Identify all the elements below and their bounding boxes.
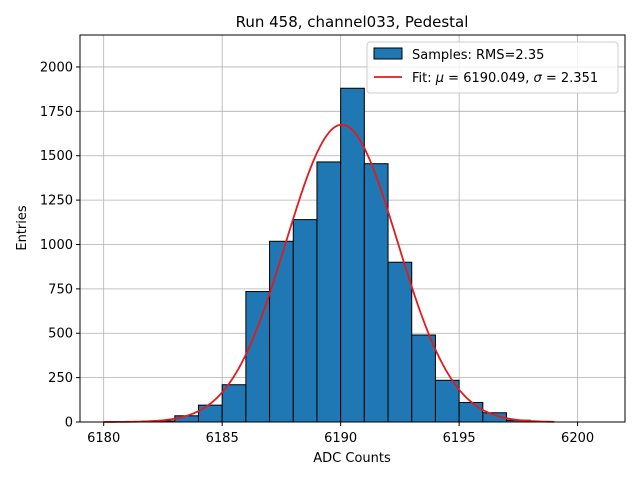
y-tick-label-2: 500 <box>48 327 73 342</box>
legend-patch-samples <box>373 47 403 60</box>
histogram-bar-15 <box>458 401 484 423</box>
y-tick-label-8: 2000 <box>40 60 73 75</box>
y-axis-label: Entries <box>15 205 30 251</box>
legend: Samples: RMS=2.35 Fit: μ = 6190.049, σ =… <box>366 41 619 94</box>
x-axis-label: ADC Counts <box>313 451 391 466</box>
y-tick-label-6: 1500 <box>40 149 73 164</box>
y-tick-label-1: 250 <box>48 371 73 386</box>
histogram-bars <box>150 87 555 423</box>
y-tick-label-0: 0 <box>65 416 73 431</box>
legend-fit-sigma-symbol: σ <box>534 71 543 86</box>
x-tick-label-0: 6180 <box>87 431 120 446</box>
legend-fit-mu-symbol: μ <box>435 71 444 86</box>
legend-fit-sigma-value: = 2.351 <box>542 71 598 86</box>
x-axis-ticks: 6180 6185 6190 6195 6200 <box>87 422 594 446</box>
x-tick-label-3: 6195 <box>443 431 476 446</box>
legend-frame <box>366 41 619 94</box>
histogram-bar-6 <box>245 291 271 423</box>
x-tick-label-2: 6190 <box>324 431 357 446</box>
y-tick-label-5: 1250 <box>40 194 73 209</box>
y-tick-label-4: 1000 <box>40 238 73 253</box>
histogram-bar-8 <box>292 219 318 423</box>
x-tick-label-4: 6200 <box>561 431 594 446</box>
legend-fit-prefix: Fit: <box>412 71 436 86</box>
histogram-bar-13 <box>411 334 436 423</box>
chart-title: Run 458, channel033, Pedestal <box>236 13 469 31</box>
x-tick-label-1: 6185 <box>206 431 239 446</box>
histogram-bar-9 <box>316 161 342 423</box>
legend-fit-mu-value: = 6190.049, <box>444 71 533 86</box>
histogram-bar-14 <box>434 379 460 423</box>
y-tick-label-3: 750 <box>48 282 73 297</box>
histogram-bar-7 <box>269 240 294 423</box>
histogram-bar-12 <box>387 261 413 423</box>
histogram-bar-5 <box>221 384 247 423</box>
plot-frame <box>79 34 626 423</box>
histogram-bar-10 <box>340 87 365 423</box>
legend-label-fit: Fit: μ = 6190.049, σ = 2.351 <box>412 71 598 86</box>
gaussian-fit-line <box>103 123 554 423</box>
y-tick-label-7: 1750 <box>40 105 73 120</box>
histogram-bar-4 <box>197 404 223 423</box>
legend-label-samples: Samples: RMS=2.35 <box>412 48 544 63</box>
y-axis-ticks: 0 250 500 750 1000 1250 1500 1750 2000 <box>40 60 80 431</box>
